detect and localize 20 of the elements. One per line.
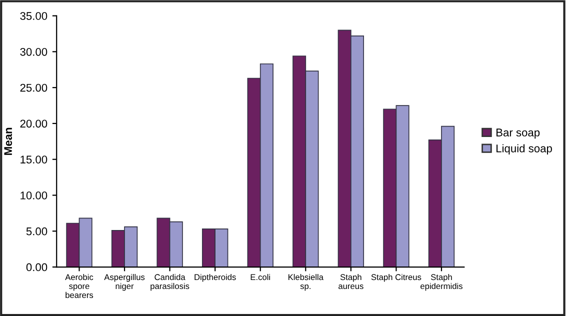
x-tick-label: Candida parasilosis <box>150 274 190 291</box>
legend-label: Liquid soap <box>496 144 552 155</box>
legend-label: Bar soap <box>496 128 540 139</box>
y-tick-label: 5.00 <box>26 227 48 236</box>
y-tick-label: 30.00 <box>20 48 48 56</box>
x-tick-label: Aspergillus niger <box>104 274 145 291</box>
y-tick-label: 35.00 <box>20 12 48 20</box>
x-tick-label: Diptheroids <box>194 274 236 282</box>
x-tick-label: Staph aureus <box>338 274 364 290</box>
y-tick-label: 20.00 <box>20 120 48 128</box>
x-tick-label: Staph epidermidis <box>420 274 462 291</box>
x-tick-label: Staph Citreus <box>371 274 422 282</box>
y-tick-label: 15.00 <box>20 156 48 164</box>
y-axis-title: Mean <box>4 128 12 155</box>
y-tick-label: 25.00 <box>20 84 48 92</box>
x-tick-label: Klebsiella sp. <box>288 274 324 291</box>
x-tick-label: E.coli <box>250 274 270 280</box>
y-tick-label: 10.00 <box>20 192 48 200</box>
y-tick-label: 0.00 <box>26 263 48 272</box>
x-tick-label: Aerobic spore bearers <box>65 274 94 298</box>
